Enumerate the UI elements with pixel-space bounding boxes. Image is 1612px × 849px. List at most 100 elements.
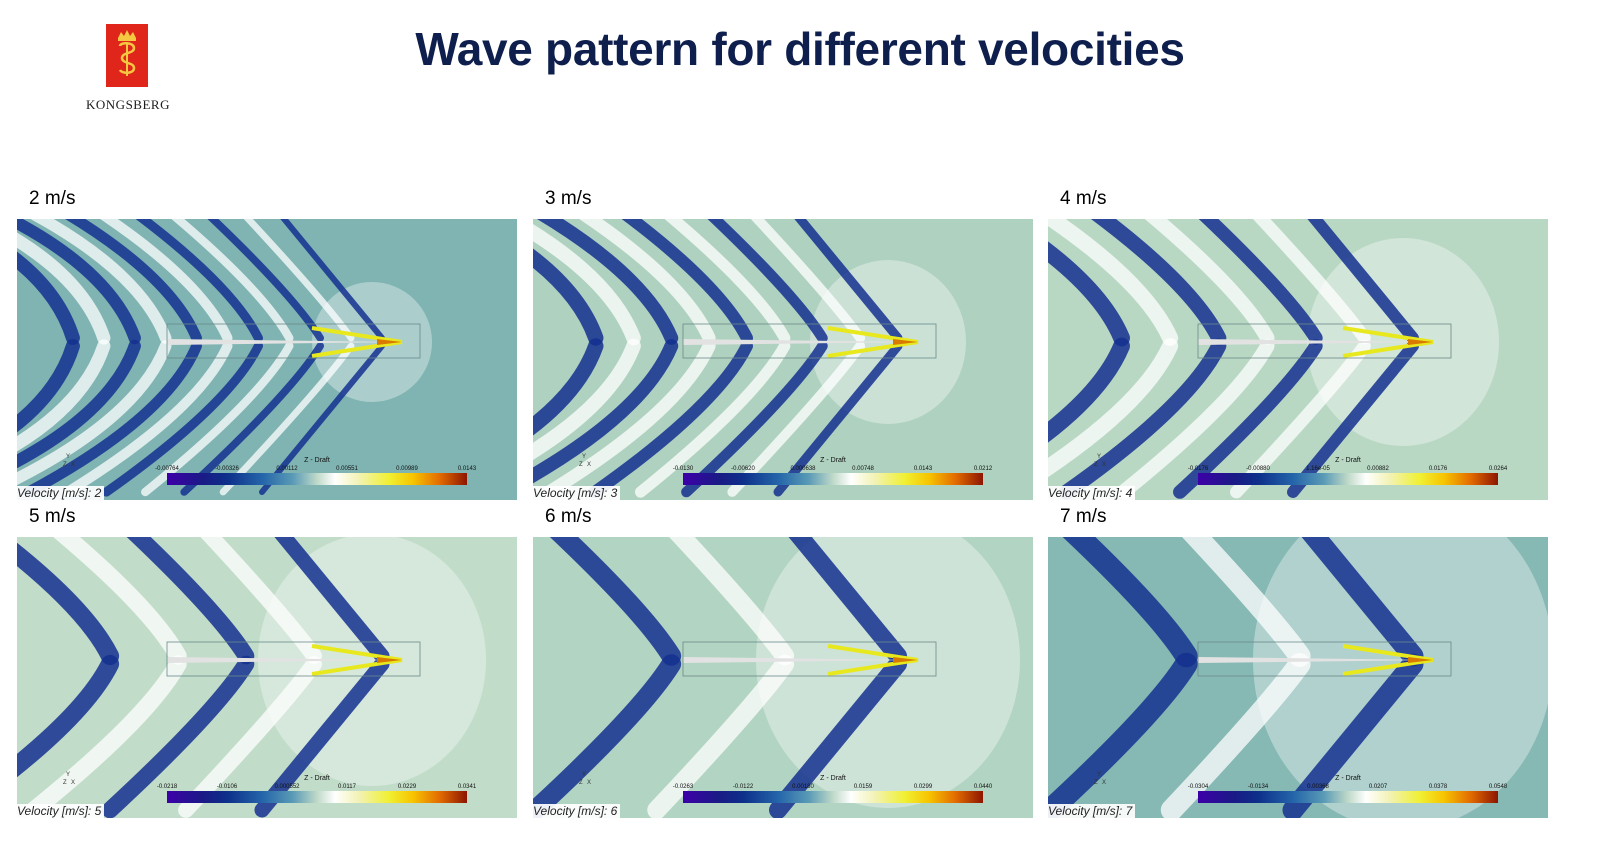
velocity-caption: Velocity [m/s]: 5 [17,804,105,818]
velocity-caption: Velocity [m/s]: 4 [1048,486,1136,500]
axis-label: X [71,780,76,786]
speed-label: 6 m/s [545,506,592,527]
speed-label: 2 m/s [29,188,76,209]
colorbar-tick: -0.00326 [215,466,239,472]
speed-label: 5 m/s [29,506,76,527]
logo-wordmark: KONGSBERG [86,97,170,112]
crown-emblem-icon [106,24,148,87]
axis-label: Z [579,462,583,468]
colorbar-title: Z - Draft [304,457,330,464]
colorbar-tick: -0.0134 [1247,784,1269,790]
colorbar-tick: 0.00748 [852,466,874,472]
wake-contour [533,537,1020,818]
colorbar-gradient [167,473,467,485]
axis-label: Z [579,780,583,786]
colorbar-tick: -0.00764 [155,466,179,472]
colorbar-tick: 0.00112 [276,466,298,472]
axis-label: Y [1097,454,1102,460]
kongsberg-logo: KONGSBERG [78,24,178,116]
colorbar-tick: 0.0212 [973,466,993,472]
colorbar-gradient [683,473,983,485]
colorbar-tick: 0.00368 [1307,784,1329,790]
axis-label: Y [66,454,71,460]
colorbar-tick: 0.0117 [338,784,356,790]
colorbar-tick: 0.0207 [1368,784,1388,790]
page-title: Wave pattern for different velocities [415,23,1185,75]
hull-shape [1198,657,1433,663]
axis-label: X [587,462,592,468]
speed-label: 3 m/s [545,188,592,209]
colorbar-tick: 1.16e-05 [1306,466,1330,472]
axis-label: Y [582,772,587,778]
hull-shape [683,339,918,345]
axis-label: Y [66,772,71,778]
axis-label: X [71,462,76,468]
colorbar-tick: -0.0304 [1187,784,1209,790]
colorbar: Z - Draft -0.0218 -0.0106 0.000552 0.0117 0.0… [157,775,476,805]
colorbar-tick: -0.0176 [1187,466,1209,472]
axis-label: X [587,780,592,786]
colorbar: Z - Draft -0.0263 -0.0122 0.00180 0.0159 0.02… [673,775,992,805]
colorbar-tick: -0.0130 [672,466,694,472]
colorbar: Z - Draft -0.00764 -0.00326 0.00112 0.00551 0… [155,457,476,487]
speed-label: 7 m/s [1060,506,1107,527]
colorbar-tick: 0.0229 [397,784,417,790]
axis-label: Z [1094,780,1098,786]
colorbar-tick: 0.00180 [792,784,814,790]
axis-label: Y [582,454,587,460]
axis-label: Z [63,780,67,786]
hull-shape [167,339,402,345]
colorbar-tick: -0.00880 [1246,466,1270,472]
colorbar-tick: 0.0159 [853,784,873,790]
axis-label: X [1102,462,1107,468]
wake-contour [17,537,486,818]
wake-contour [17,219,432,498]
colorbar-tick: 0.00551 [336,466,358,472]
axis-label: Z [1094,462,1098,468]
colorbar-tick: 0.0378 [1428,784,1448,790]
colorbar-tick: 0.0264 [1488,466,1508,472]
colorbar-tick: 0.000638 [790,466,816,472]
colorbar-title: Z - Draft [820,775,846,782]
velocity-caption: Velocity [m/s]: 2 [17,486,105,500]
colorbar-title: Z - Draft [304,775,330,782]
colorbar-tick: 0.000552 [274,784,300,790]
colorbar-title: Z - Draft [1335,457,1361,464]
colorbar-gradient [1198,473,1498,485]
hull-shape [1198,339,1433,345]
hull-shape [683,657,918,663]
colorbar-title: Z - Draft [1335,775,1361,782]
colorbar: Z - Draft -0.0304 -0.0134 0.00368 0.0207 0.03… [1188,775,1507,805]
colorbar-tick: -0.0218 [156,784,178,790]
velocity-caption: Velocity [m/s]: 6 [533,804,621,818]
axis-label: Z [63,462,67,468]
axis-label: X [1102,780,1107,786]
wake-contour [1048,219,1499,500]
colorbar-tick: 0.00882 [1367,466,1389,472]
axis-label: Y [1097,772,1102,778]
colorbar: Z - Draft -0.0176 -0.00880 1.16e-05 0.00882 0… [1188,457,1507,487]
speed-label: 4 m/s [1060,188,1107,209]
velocity-caption: Velocity [m/s]: 3 [533,486,621,500]
colorbar-tick: 0.0299 [913,784,933,790]
colorbar-tick: 0.0176 [1428,466,1448,472]
colorbar-tick: 0.0440 [973,784,993,790]
colorbar-title: Z - Draft [820,457,846,464]
colorbar-tick: -0.0122 [732,784,754,790]
wake-contour [1048,537,1548,818]
colorbar-tick: -0.0263 [672,784,694,790]
velocity-caption: Velocity [m/s]: 7 [1048,804,1136,818]
colorbar-tick: -0.00620 [731,466,755,472]
